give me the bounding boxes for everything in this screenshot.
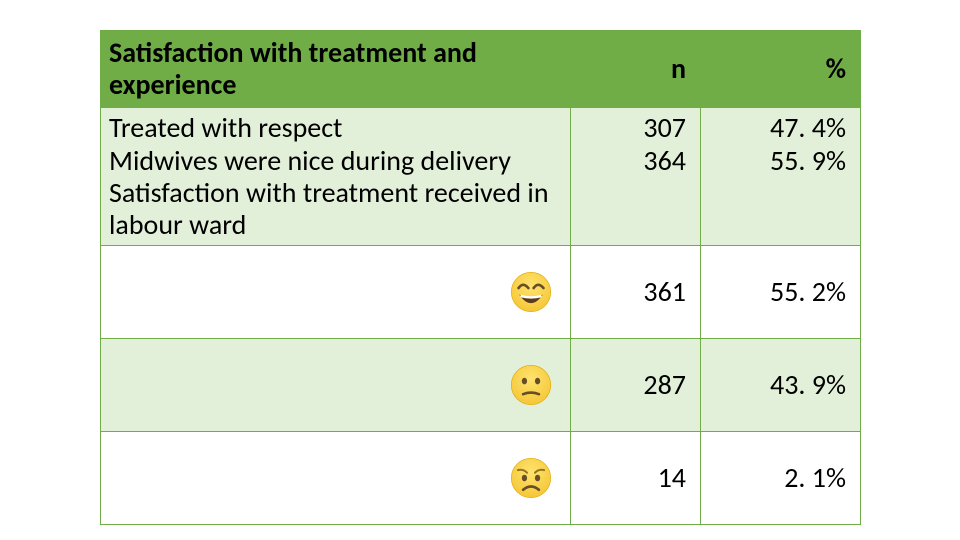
emoji-cell: [101, 339, 571, 432]
happy-face-icon: [510, 271, 552, 313]
row-pct: 55. 2%: [701, 246, 861, 339]
row-labels-block: Treated with respect Midwives were nice …: [101, 108, 571, 246]
row-pct: 55. 9%: [711, 145, 846, 177]
table-row-emoji: 14 2. 1%: [101, 432, 861, 525]
table-header-row: Satisfaction with treatment and experien…: [101, 31, 861, 108]
satisfaction-table: Satisfaction with treatment and experien…: [100, 30, 861, 525]
sad-face-icon: [510, 457, 552, 499]
row-n: 307: [581, 112, 686, 144]
row-pct: 2. 1%: [701, 432, 861, 525]
row-n: 287: [571, 339, 701, 432]
satisfaction-table-container: Satisfaction with treatment and experien…: [100, 30, 860, 525]
row-pct: 43. 9%: [701, 339, 861, 432]
row-n-block: 307 364: [571, 108, 701, 246]
col-header-n: n: [571, 31, 701, 108]
row-n: 361: [571, 246, 701, 339]
row-label: Treated with respect: [109, 112, 560, 144]
table-row-emoji: 287 43. 9%: [101, 339, 861, 432]
emoji-cell: [101, 432, 571, 525]
col-header-pct: %: [701, 31, 861, 108]
row-n: 364: [581, 145, 686, 177]
col-header-title: Satisfaction with treatment and experien…: [101, 31, 571, 108]
row-label: Midwives were nice during delivery: [109, 145, 560, 177]
emoji-cell: [101, 246, 571, 339]
row-pct: 47. 4%: [711, 112, 846, 144]
table-row-emoji: 361 55. 2%: [101, 246, 861, 339]
table-row: Treated with respect Midwives were nice …: [101, 108, 861, 246]
row-n: 14: [571, 432, 701, 525]
neutral-face-icon: [510, 364, 552, 406]
row-label: Satisfaction with treatment received in …: [109, 177, 560, 241]
row-pct-block: 47. 4% 55. 9%: [701, 108, 861, 246]
